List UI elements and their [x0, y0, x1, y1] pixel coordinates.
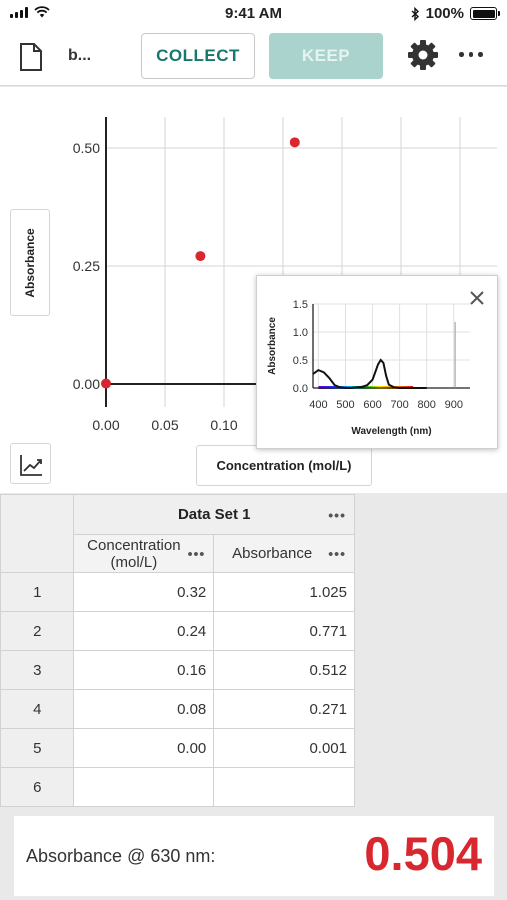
table-row: 2 0.24 0.771	[0, 611, 355, 651]
table-empty-area	[355, 494, 507, 800]
y-tick-label: 0.25	[73, 258, 100, 274]
battery-icon	[470, 7, 500, 20]
cell-absorbance[interactable]	[213, 767, 355, 807]
table-row: 1 0.32 1.025	[0, 572, 355, 612]
cell-absorbance[interactable]: 0.512	[213, 650, 355, 690]
meter-value: 0.504	[364, 827, 482, 880]
row-number: 2	[0, 611, 75, 651]
cell-concentration[interactable]: 0.24	[73, 611, 215, 651]
table-row: 6	[0, 767, 355, 807]
collect-button[interactable]: COLLECT	[141, 33, 255, 79]
spectrum-x-axis-label: Wavelength (nm)	[351, 426, 431, 437]
spectrum-x-tick-label: 500	[336, 399, 354, 411]
battery-percent: 100%	[425, 5, 464, 22]
spectrum-y-tick-label: 1.5	[293, 299, 308, 311]
y-tick-label: 0.00	[73, 376, 100, 392]
gear-icon[interactable]	[407, 39, 439, 71]
table-row: 3 0.16 0.512	[0, 650, 355, 690]
table-corner	[0, 494, 75, 573]
status-bar: 9:41 AM 100%	[0, 0, 507, 28]
data-point	[195, 251, 206, 262]
cell-concentration[interactable]: 0.00	[73, 728, 215, 768]
status-left	[10, 6, 50, 18]
row-number: 5	[0, 728, 75, 768]
spectrum-y-tick-label: 0.0	[293, 383, 308, 395]
close-icon[interactable]	[469, 290, 485, 306]
spectrum-y-tick-label: 1.0	[293, 327, 308, 339]
data-set-header[interactable]: Data Set 1 •••	[73, 494, 355, 535]
row-number: 1	[0, 572, 75, 612]
row-number: 3	[0, 650, 75, 690]
x-axis-label-button[interactable]: Concentration (mol/L)	[196, 445, 372, 486]
spectrum-x-tick-label: 800	[418, 399, 436, 411]
spectrum-x-tick-label: 400	[309, 399, 327, 411]
status-right: 100%	[411, 5, 500, 22]
status-time: 9:41 AM	[225, 5, 282, 22]
file-name[interactable]: b...	[68, 47, 92, 64]
table-row: 5 0.00 0.001	[0, 728, 355, 768]
data-table: Data Set 1 ••• Concentration (mol/L) ••• …	[0, 494, 355, 807]
meter-label: Absorbance @ 630 nm:	[26, 846, 216, 866]
cell-absorbance[interactable]: 0.001	[213, 728, 355, 768]
y-tick-label: 0.50	[73, 140, 100, 156]
row-number: 4	[0, 689, 75, 729]
cell-absorbance[interactable]: 1.025	[213, 572, 355, 612]
keep-button[interactable]: KEEP	[269, 33, 383, 79]
cell-concentration[interactable]: 0.32	[73, 572, 215, 612]
spectrum-chart: 0.0 0.5 1.0 1.5 400 500 600 700 800 900 Wavelength…	[267, 299, 470, 437]
x-tick-label: 0.10	[210, 417, 237, 433]
data-point	[101, 378, 111, 389]
x-tick-label: 0.00	[92, 417, 119, 433]
graph-tools-icon	[20, 455, 42, 476]
graph-tools-button[interactable]	[10, 443, 51, 484]
live-meter[interactable]: Absorbance @ 630 nm: 0.504	[14, 816, 494, 896]
column-menu-icon[interactable]: •••	[328, 545, 346, 561]
spectrum-popup: 0.0 0.5 1.0 1.5 400 500 600 700 800 900 Wavelength…	[256, 275, 498, 449]
spectrum-line	[312, 358, 427, 389]
spectrum-y-tick-label: 0.5	[293, 355, 308, 367]
cell-concentration[interactable]	[73, 767, 215, 807]
row-number: 6	[0, 767, 75, 807]
column-menu-icon[interactable]: •••	[187, 545, 206, 561]
toolbar: b... COLLECT KEEP	[0, 28, 507, 86]
spectrum-y-axis-label: Absorbance	[267, 317, 278, 375]
file-icon[interactable]	[18, 42, 44, 72]
cell-absorbance[interactable]: 0.271	[213, 689, 355, 729]
table-row: 4 0.08 0.271	[0, 689, 355, 729]
spectrum-x-tick-label: 600	[363, 399, 381, 411]
wifi-icon	[34, 6, 50, 18]
data-set-name: Data Set 1	[177, 506, 251, 523]
bluetooth-icon	[411, 6, 419, 21]
battery-fill	[472, 9, 495, 18]
cell-concentration[interactable]: 0.08	[73, 689, 215, 729]
data-point	[289, 137, 300, 148]
column-header-concentration[interactable]: Concentration (mol/L) •••	[73, 534, 215, 573]
spectrum-x-tick-label: 900	[445, 399, 463, 411]
cell-signal-icon	[10, 6, 28, 18]
column-label-concentration: Concentration (mol/L)	[87, 536, 181, 571]
cell-absorbance[interactable]: 0.771	[213, 611, 355, 651]
cell-concentration[interactable]: 0.16	[73, 650, 215, 690]
data-set-menu-icon[interactable]: •••	[328, 506, 346, 523]
spectrum-x-tick-label: 700	[390, 399, 408, 411]
column-header-absorbance[interactable]: Absorbance •••	[213, 534, 355, 573]
y-axis-label-button[interactable]: Absorbance	[10, 209, 50, 316]
y-axis-label: Absorbance	[23, 227, 37, 298]
x-axis-label: Concentration (mol/L)	[216, 458, 352, 473]
column-label-absorbance: Absorbance	[232, 545, 313, 562]
x-tick-label: 0.05	[151, 417, 178, 433]
more-options-icon[interactable]	[459, 52, 483, 57]
